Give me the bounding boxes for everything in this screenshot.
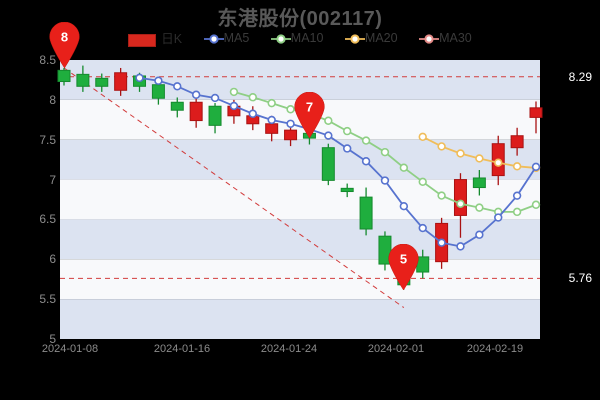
- svg-text:5: 5: [400, 251, 407, 266]
- svg-text:7: 7: [306, 100, 313, 115]
- svg-text:8: 8: [60, 30, 67, 45]
